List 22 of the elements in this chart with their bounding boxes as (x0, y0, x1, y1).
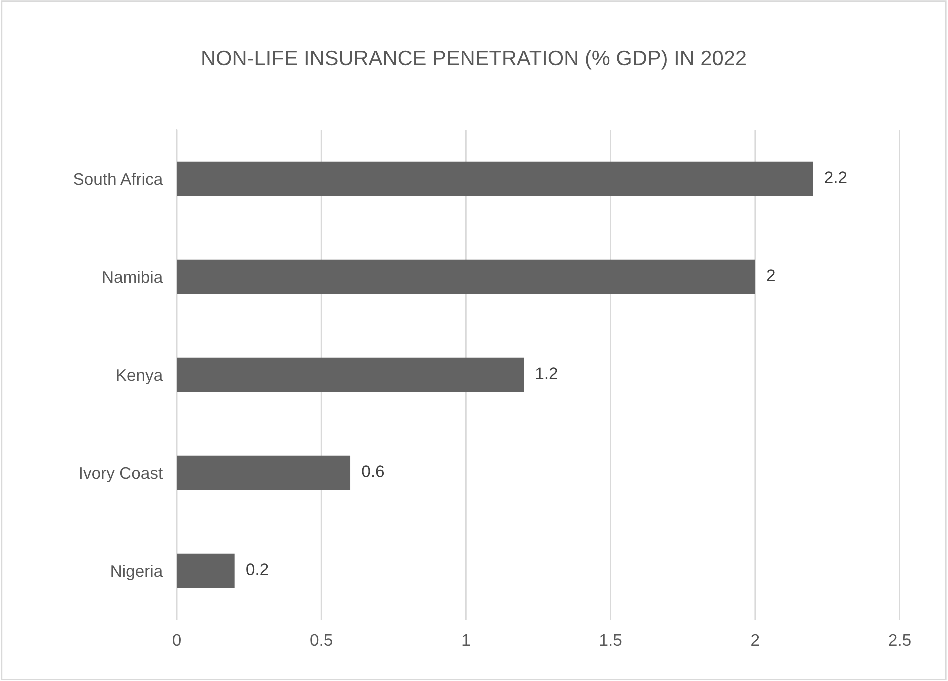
data-label: 0.2 (246, 564, 268, 576)
data-label: 2.2 (825, 172, 847, 184)
data-label: 0.6 (362, 466, 384, 478)
bar (177, 456, 351, 490)
x-tick-label: 1 (462, 634, 470, 646)
bar (177, 554, 235, 588)
data-label: 2 (767, 270, 775, 282)
y-tick-label: Namibia (103, 270, 164, 284)
data-label: 1.2 (536, 368, 558, 380)
x-tick-label: 0 (173, 634, 181, 646)
y-tick-label: Nigeria (112, 564, 164, 580)
x-tick-label: 0.5 (310, 634, 332, 646)
y-tick-label: South Africa (74, 172, 164, 186)
bar (177, 260, 756, 294)
y-tick-label: Kenya (117, 370, 164, 384)
x-tick-label: 2.5 (889, 634, 911, 646)
y-tick-label: Ivory Coast (80, 467, 163, 482)
x-tick-label: 1.5 (600, 634, 622, 646)
bar (177, 162, 814, 196)
bar (177, 358, 524, 392)
chart-title: NON-LIFE INSURANCE PENETRATION (% GDP) IN 2022 (202, 50, 746, 70)
x-tick-label: 2 (752, 634, 760, 646)
